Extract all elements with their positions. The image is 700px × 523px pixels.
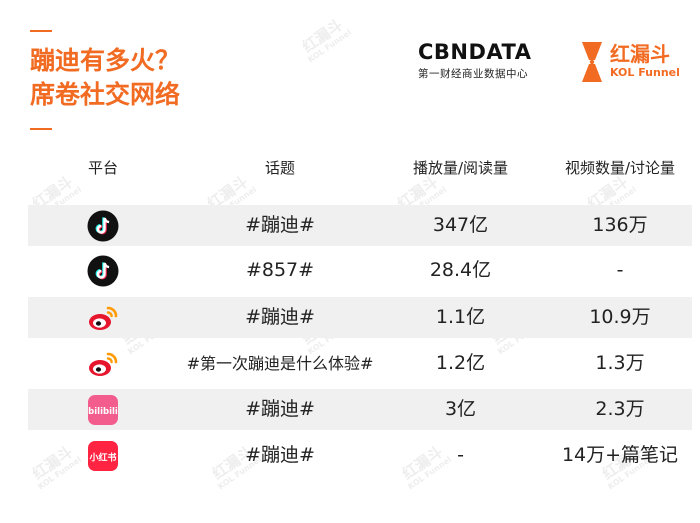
kol-funnel-name: 红漏斗 bbox=[610, 42, 670, 66]
count-cell: 10.9万 bbox=[589, 306, 651, 328]
count-cell: 2.3万 bbox=[595, 398, 645, 420]
table-row: #蹦迪# 1.1亿 10.9万 bbox=[28, 297, 692, 338]
topic-cell: #蹦迪# bbox=[245, 214, 315, 236]
page-title: 蹦迪有多火？ 席卷社交网络 bbox=[30, 44, 180, 112]
cbndata-subtitle: 第一财经商业数据中心 bbox=[418, 68, 528, 80]
header-platform: 平台 bbox=[87, 159, 118, 177]
views-cell: 3亿 bbox=[444, 398, 477, 420]
table-header: 平台 话题 播放量/阅读量 视频数量/讨论量 bbox=[0, 157, 700, 183]
count-cell: - bbox=[616, 259, 624, 281]
count-cell: 136万 bbox=[592, 214, 648, 236]
topic-cell: #蹦迪# bbox=[245, 306, 315, 328]
views-cell: 1.2亿 bbox=[435, 352, 486, 374]
bilibili-icon: bilibili bbox=[88, 395, 118, 425]
douyin-icon bbox=[87, 255, 119, 287]
table-row: #857# 28.4亿 - bbox=[28, 250, 692, 291]
table-row: bilibili #蹦迪# 3亿 2.3万 bbox=[28, 389, 692, 430]
accent-line-bottom bbox=[30, 128, 52, 130]
header-views: 播放量/阅读量 bbox=[412, 159, 509, 177]
views-cell: 347亿 bbox=[432, 214, 489, 236]
count-cell: 14万+篇笔记 bbox=[561, 444, 679, 466]
xiaohongshu-icon: 小红书 bbox=[88, 441, 118, 471]
table-row: 小红书 #蹦迪# - 14万+篇笔记 bbox=[28, 435, 692, 476]
kol-funnel-english: KOL Funnel bbox=[610, 66, 680, 79]
svg-text:bilibili: bilibili bbox=[88, 407, 118, 417]
views-cell: 28.4亿 bbox=[429, 259, 492, 281]
funnel-icon bbox=[582, 42, 602, 82]
topic-cell: #857# bbox=[245, 259, 315, 281]
accent-line-top bbox=[30, 30, 52, 32]
header-topic: 话题 bbox=[264, 159, 295, 177]
weibo-icon bbox=[89, 352, 118, 376]
header-count: 视频数量/讨论量 bbox=[564, 159, 676, 177]
title-line-1: 蹦迪有多火？ bbox=[30, 46, 181, 75]
topic-cell: #第一次蹦迪是什么体验# bbox=[186, 354, 374, 373]
svg-text:小红书: 小红书 bbox=[88, 452, 116, 464]
cbndata-wordmark: CBNDATA bbox=[418, 40, 532, 64]
topic-cell: #蹦迪# bbox=[245, 444, 315, 466]
count-cell: 1.3万 bbox=[595, 352, 645, 374]
table-row: #蹦迪# 347亿 136万 bbox=[28, 205, 692, 246]
weibo-icon bbox=[89, 306, 118, 330]
douyin-icon bbox=[87, 210, 119, 242]
cbndata-logo: CBNDATA 第一财经商业数据中心 bbox=[418, 40, 540, 81]
views-cell: - bbox=[457, 444, 464, 466]
views-cell: 1.1亿 bbox=[435, 306, 486, 328]
title-line-2: 席卷社交网络 bbox=[30, 80, 181, 109]
table-row: #第一次蹦迪是什么体验# 1.2亿 1.3万 bbox=[28, 343, 692, 384]
topic-cell: #蹦迪# bbox=[245, 398, 315, 420]
